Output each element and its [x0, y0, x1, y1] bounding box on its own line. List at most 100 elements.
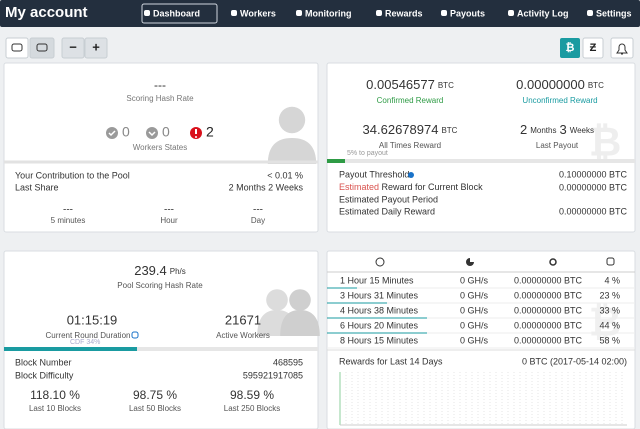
pool-hash: 239.4 Ph/s: [134, 263, 186, 278]
nav-icon: [296, 10, 302, 16]
row-label: Payout Threshold: [339, 169, 409, 179]
view-laptop[interactable]: [29, 37, 55, 59]
nav-icon: [231, 10, 237, 16]
amount: 0.00000000 BTC: [516, 77, 604, 92]
label: Pool Scoring Hash Rate: [117, 281, 203, 290]
nav-icon: [144, 10, 150, 16]
cell: 0 GH/s: [460, 290, 489, 300]
cell: 6 Hours 20 Minutes: [340, 320, 419, 330]
nav-bar: [0, 0, 640, 27]
cell: 0.00000000 BTC: [514, 290, 583, 300]
cell: 0 GH/s: [460, 320, 489, 330]
round-duration: 01:15:19: [67, 312, 118, 327]
coin-btc-btn[interactable]: [560, 38, 580, 58]
silhouette: [289, 289, 311, 311]
icon: [11, 43, 23, 52]
nav-item[interactable]: Dashboard: [153, 8, 200, 18]
silhouette: [266, 289, 288, 311]
silhouette: [280, 310, 320, 336]
amount-value: 0.00546577: [366, 77, 435, 92]
cell: 8 Hours 15 Minutes: [340, 335, 419, 345]
row-label: Your Contribution to the Pool: [15, 170, 130, 180]
label: Scoring Hash Rate: [126, 94, 194, 103]
hash-label: Hour: [160, 216, 178, 225]
highlight: Estimated: [339, 182, 379, 192]
amount-label: Last Payout: [536, 141, 579, 150]
row-value: < 0.01 %: [267, 170, 303, 180]
cell: 3 Hours 31 Minutes: [340, 290, 419, 300]
last-payout-part: Weeks: [570, 126, 594, 135]
nav-item[interactable]: Settings: [596, 8, 632, 18]
cell: 0.00000000 BTC: [514, 275, 583, 285]
zoom-in-btn[interactable]: [84, 37, 108, 59]
luck-value: 118.10 %: [30, 388, 80, 402]
header-icon: [375, 257, 385, 267]
view-desktop[interactable]: [5, 37, 29, 59]
hash-value: ---: [253, 205, 263, 216]
label: Active Workers: [216, 331, 270, 340]
progress-label: 5% to payout: [347, 150, 388, 157]
coin-zec-btn[interactable]: [582, 37, 604, 59]
label: Workers States: [133, 143, 188, 152]
nav-item[interactable]: Monitoring: [305, 8, 352, 18]
zoom-out-btn[interactable]: [61, 37, 85, 59]
last-payout-part: 3: [559, 122, 566, 137]
nav-icon: [587, 10, 593, 16]
cell: 0.00000000 BTC: [514, 335, 583, 345]
nav-icon: [441, 10, 447, 16]
label: Current Round Duration: [46, 331, 131, 340]
cell: 23 %: [599, 290, 620, 300]
hash-value: ---: [63, 205, 73, 216]
label-rest: Reward for Current Block: [379, 182, 483, 192]
silhouette: [278, 106, 306, 134]
last-payout: 2 Months 3 Weeks: [520, 122, 594, 137]
nav-item[interactable]: Payouts: [450, 8, 485, 18]
notifications-btn[interactable]: [610, 37, 634, 59]
last-payout-part: Months: [530, 126, 556, 135]
watermark: ₿: [589, 121, 622, 165]
cell: 0 GH/s: [460, 275, 489, 285]
header-icon: [606, 257, 615, 266]
amount: 0.00546577 BTC: [366, 77, 454, 92]
panel: [3, 250, 319, 429]
state-count: 2: [206, 124, 214, 140]
hash-label: Day: [251, 216, 265, 225]
nav-item[interactable]: Rewards: [385, 8, 423, 18]
row-label: Estimated Daily Reward: [339, 206, 435, 216]
luck-label: Last 250 Blocks: [224, 404, 280, 413]
header-icon: [466, 258, 474, 266]
nav-active: [141, 3, 218, 24]
cell: 0.00000000 BTC: [514, 320, 583, 330]
state-icon: [146, 127, 158, 139]
amount-unit: BTC: [438, 81, 454, 90]
row-value: 0.00000000 BTC: [559, 206, 628, 216]
nav-icon: [508, 10, 514, 16]
active-workers: 21671: [225, 312, 261, 327]
row-value: 0.10000000 BTC: [559, 169, 628, 179]
state-icon: [195, 136, 197, 138]
state-icon: [108, 130, 116, 137]
nav-item[interactable]: Workers: [240, 8, 276, 18]
amount-label: All Times Reward: [379, 141, 441, 150]
nav-icon: [376, 10, 382, 16]
header-icon: [549, 258, 557, 266]
cell: 44 %: [599, 320, 620, 330]
link-icon[interactable]: [131, 331, 139, 339]
amount-label: Confirmed Reward: [377, 96, 444, 105]
luck-label: Last 10 Blocks: [29, 404, 81, 413]
icon: [36, 43, 48, 52]
cell: 58 %: [599, 335, 620, 345]
cell: 0 GH/s: [460, 305, 489, 315]
row-value: 468595: [273, 357, 303, 367]
cell: 0 GH/s: [460, 335, 489, 345]
watermark: ₿: [589, 301, 622, 345]
row-label: Estimated Reward for Current Block: [339, 182, 483, 192]
settings-icon[interactable]: [408, 172, 414, 178]
chart-title: Rewards for Last 14 Days: [339, 356, 443, 366]
luck-label: Last 50 Blocks: [129, 404, 181, 413]
row-label: Estimated Payout Period: [339, 194, 438, 204]
zoom-out: −: [69, 39, 77, 54]
nav-item[interactable]: Activity Log: [517, 8, 569, 18]
cell: 4 %: [604, 275, 620, 285]
